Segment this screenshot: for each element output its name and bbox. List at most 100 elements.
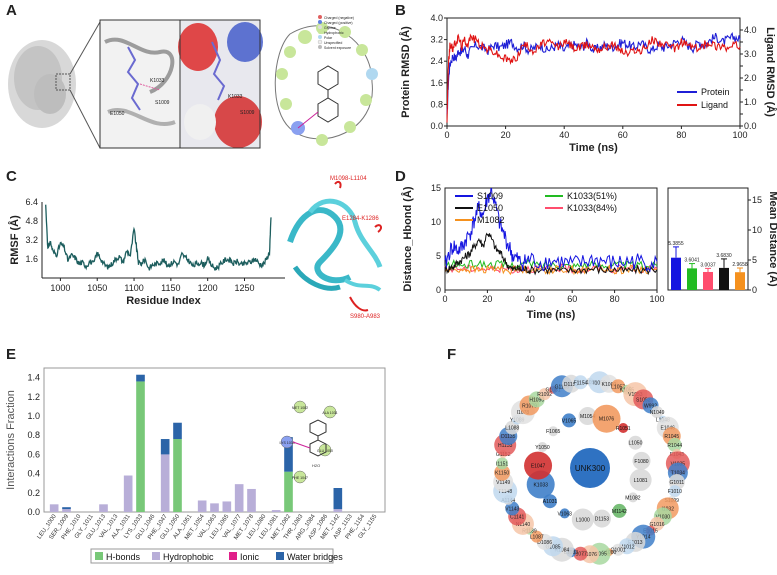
x-tick-label: 60 xyxy=(567,294,577,304)
legend-swatch xyxy=(229,552,237,560)
legend-label: Ionic xyxy=(240,552,260,562)
outer-residue-bubble xyxy=(496,457,509,470)
outer-residue-label: H1133 xyxy=(498,443,513,449)
outer-residue-bubble xyxy=(611,379,626,394)
outer-residue-label: G1085 xyxy=(546,544,561,550)
x-axis-title: Time (ns) xyxy=(569,142,618,154)
residue-label-a3: E1050 xyxy=(110,111,125,117)
protein-overview-image xyxy=(8,21,101,149)
outer-residue-label: D1135 xyxy=(501,434,516,440)
bar-k103351 xyxy=(687,268,697,290)
inner-residue-bubble xyxy=(618,422,629,433)
x-tick-label: 80 xyxy=(676,130,686,140)
residue-label-a2: S1009 xyxy=(155,100,170,106)
series-line-s1009 xyxy=(444,188,658,273)
inner-residue-label: V1063 xyxy=(557,511,572,517)
panel-label-e: E xyxy=(6,346,17,363)
outer-residue-label: T1034 xyxy=(671,471,685,477)
bar-k103384 xyxy=(703,271,713,290)
x-tick-label: 1250 xyxy=(234,283,254,293)
inner-residue-label: F1065 xyxy=(546,429,560,435)
outer-residue-label: V1095 xyxy=(592,552,607,558)
inset-residue-label: GLU 1050 xyxy=(317,449,333,453)
bar-segment-water-bridges xyxy=(62,507,71,510)
y-axis-title: Protein RMSD (Å) xyxy=(399,26,412,118)
x-tick-label: 40 xyxy=(559,130,569,140)
inner-residue-label: F1080 xyxy=(634,459,648,465)
residue-network-bubble-diagram: F1058I1059K1060L1057K1055V1053S1052W992N… xyxy=(493,371,690,565)
inner-residue-bubble xyxy=(561,413,576,428)
outer-residue-label: R1092 xyxy=(537,392,552,398)
x-tick-label: 1050 xyxy=(87,283,107,293)
bar-m1082 xyxy=(735,272,745,290)
outer-residue-label: I1077 xyxy=(574,552,587,558)
data-label: 2.9658 xyxy=(732,262,748,268)
inner-residue-bubble xyxy=(632,451,651,470)
bar-segment-hydrophobic xyxy=(123,475,133,512)
rmsd-line-chart: 0 20 40 60 80 1000.00.81.62.43.24.00.01.02.03… xyxy=(399,13,777,154)
rmsf-line xyxy=(45,204,272,272)
inner-residue-label: L1000 xyxy=(576,518,590,524)
legend-label: E1050 xyxy=(477,203,503,213)
y2-tick-label: 4.0 xyxy=(744,25,757,35)
outer-residue-label: N1140 xyxy=(516,522,531,528)
plot-frame xyxy=(446,17,741,127)
inner-residue-bubble xyxy=(578,407,597,426)
outer-residue-label: V1149 xyxy=(496,480,510,486)
legend-item-a7: Solvent exposure xyxy=(324,46,351,50)
inner-residue-bubble xyxy=(592,509,611,528)
y-axis-title: Interactions Fraction xyxy=(5,390,17,490)
x-tick-label: 1100 xyxy=(124,283,143,293)
outer-residue-label: V1030 xyxy=(656,514,671,520)
y-tick-label: 1.6 xyxy=(430,78,443,88)
residue-label-a1: K1033 xyxy=(150,78,165,84)
y-axis-title: Distance_Hbond (Å) xyxy=(401,186,414,291)
outer-residue-label: G1108 xyxy=(555,384,570,390)
legend-item-a2: Charged (positive) xyxy=(324,21,353,25)
y-tick-label: 6.4 xyxy=(25,197,38,207)
series-line-ligand xyxy=(446,33,741,123)
x-tick-label: 60 xyxy=(618,130,628,140)
inset-residue-label: LYS 1033 xyxy=(279,441,294,445)
legend-label: Protein xyxy=(701,87,730,97)
y-tick-label: 0.6 xyxy=(27,449,40,459)
legend-swatch xyxy=(95,552,103,560)
inset-residue-bubble xyxy=(323,405,337,419)
legend-box xyxy=(90,548,334,564)
x-tick-label: 1150 xyxy=(161,283,180,293)
inner-residue-label: D1153 xyxy=(595,517,610,523)
inner-residue-bubble xyxy=(524,451,553,480)
outer-residue-label: L1088 xyxy=(505,426,519,432)
legend-label: Ligand xyxy=(701,100,728,110)
bar-segment-h-bonds xyxy=(136,381,145,512)
outer-residue-label: F1010 xyxy=(668,489,682,495)
x-tick-label: 20 xyxy=(501,130,511,140)
inner-residue-bubble xyxy=(559,508,570,519)
ligand-interaction-inset: MET 1082 ALA 1031 LYS 1033 PHE 1047 GLU 1050… xyxy=(279,400,338,484)
inset-hbond xyxy=(292,441,311,449)
x-tick-label: 1200 xyxy=(198,283,218,293)
bar-segment-water-bridges xyxy=(333,488,343,510)
y-axis-title: Mean Distance (Å) xyxy=(767,191,777,287)
outer-residue-label: L1087 xyxy=(530,535,544,541)
outer-residue-label: L1057 xyxy=(611,384,625,390)
interactions-fraction-bar-chart: 0.00.20.40.60.81.01.21.4LEU_1000SER_1009… xyxy=(5,367,386,564)
y-tick-label: 10 xyxy=(752,225,762,235)
bar-segment-hydrophobic xyxy=(333,509,343,512)
center-ligand-bubble xyxy=(570,448,610,488)
outer-residue-bubble xyxy=(668,485,681,498)
inset-residue-bubble xyxy=(293,400,307,414)
bar-segment-water-bridges xyxy=(136,374,145,382)
bar-segment-hydrophobic xyxy=(160,454,170,512)
y-tick-label: 15 xyxy=(752,195,762,205)
outer-residue-label: N1049 xyxy=(650,410,665,416)
y-tick-label: 4.0 xyxy=(430,13,443,23)
legend-item-a4: Hydrophobic xyxy=(324,31,344,35)
outer-residue-label: F1154 xyxy=(574,380,588,386)
y-tick-label: 1.2 xyxy=(27,392,40,402)
y-axis-title: RMSF (Å) xyxy=(8,215,21,265)
y-tick-label: 5 xyxy=(436,251,441,261)
bar-segment-hydrophobic xyxy=(210,503,219,512)
inset-residue-bubble xyxy=(293,470,307,484)
